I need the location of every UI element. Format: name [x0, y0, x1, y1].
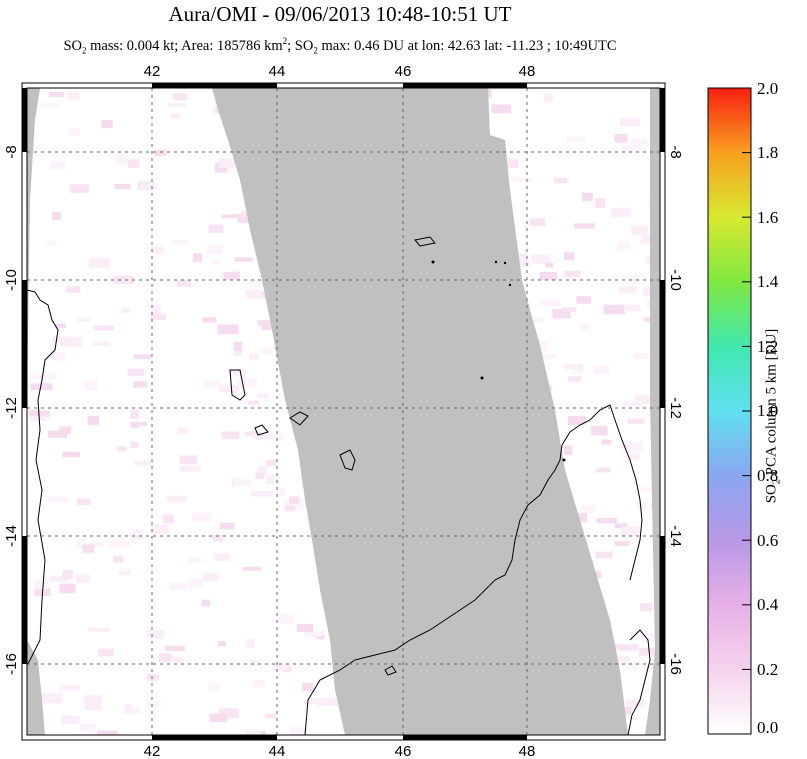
- colorbar-tick-1.8: 1.8: [757, 144, 778, 161]
- colorbar-tick-2.0: 2.0: [757, 80, 778, 97]
- colorbar-tick-0.6: 0.6: [757, 532, 778, 549]
- lat-right-10: -10: [667, 269, 684, 291]
- lat-right-8: -8: [667, 145, 684, 158]
- lat-left-12: -12: [3, 397, 20, 419]
- lon-bottom-44: 44: [269, 743, 286, 759]
- lat-left-10: -10: [3, 269, 20, 291]
- lon-bottom-46: 46: [395, 743, 412, 759]
- lon-top-48: 48: [519, 63, 536, 80]
- colorbar-tick-0.4: 0.4: [757, 596, 778, 613]
- colorbar-tick-1.6: 1.6: [757, 209, 778, 226]
- colorbar-tick-0.0: 0.0: [757, 719, 778, 736]
- lon-top-44: 44: [269, 63, 286, 80]
- lat-right-12: -12: [667, 397, 684, 419]
- lat-left-16: -16: [3, 653, 20, 675]
- lat-right-16: -16: [667, 653, 684, 675]
- lat-right-14: -14: [667, 525, 684, 547]
- lon-bottom-42: 42: [144, 743, 161, 759]
- lon-bottom-48: 48: [519, 743, 536, 759]
- lat-left-8: -8: [3, 145, 20, 158]
- lon-top-42: 42: [144, 63, 161, 80]
- lat-left-14: -14: [3, 525, 20, 547]
- colorbar-tick-1.4: 1.4: [757, 273, 778, 290]
- lon-top-46: 46: [395, 63, 412, 80]
- colorbar-tick-0.2: 0.2: [757, 661, 778, 678]
